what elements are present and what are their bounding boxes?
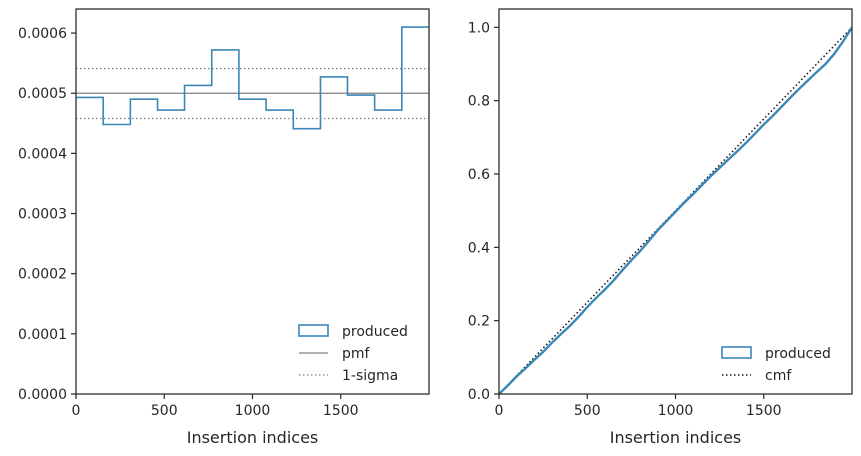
produced-cdf-line: [499, 26, 852, 394]
axes-frame: [498, 8, 853, 395]
legend-label-cmf: cmf: [765, 368, 792, 384]
y-tick-label: 0.8: [468, 94, 490, 110]
cmf-line: [499, 26, 852, 394]
legend-label-produced: produced: [765, 346, 831, 362]
y-tick-label: 0.0000: [18, 387, 67, 403]
x-tick-label: 500: [574, 403, 601, 419]
legend-label-pmf: pmf: [342, 346, 371, 362]
x-tick-label: 1500: [323, 403, 359, 419]
y-tick-label: 0.0003: [18, 207, 67, 223]
y-tick-label: 0.0002: [18, 267, 67, 283]
y-tick-label: 0.0004: [18, 146, 67, 162]
y-tick-label: 0.0001: [18, 327, 67, 343]
x-axis-label: Insertion indices: [187, 428, 319, 447]
legend-label-1-sigma: 1-sigma: [342, 368, 398, 384]
legend-produced-swatch: [721, 346, 752, 359]
y-tick-label: 0.0006: [18, 26, 67, 42]
y-tick-label: 0.6: [468, 167, 490, 183]
x-tick-label: 500: [151, 403, 178, 419]
y-tick-label: 0.0005: [18, 86, 67, 102]
y-tick-label: 0.0: [468, 387, 490, 403]
y-tick-label: 0.4: [468, 240, 490, 256]
legend-produced-swatch: [298, 324, 329, 337]
x-tick-label: 1500: [746, 403, 782, 419]
y-tick-label: 0.2: [468, 314, 490, 330]
plot-area: [499, 26, 852, 394]
produced-histogram-step: [76, 26, 429, 130]
x-tick-label: 1000: [235, 403, 271, 419]
legend-label-produced: produced: [342, 324, 408, 340]
x-axis-label: Insertion indices: [610, 428, 742, 447]
plot-area: [76, 26, 429, 130]
y-tick-label: 1.0: [468, 20, 490, 36]
x-tick-label: 0: [72, 403, 81, 419]
x-tick-label: 1000: [658, 403, 694, 419]
x-tick-label: 0: [495, 403, 504, 419]
